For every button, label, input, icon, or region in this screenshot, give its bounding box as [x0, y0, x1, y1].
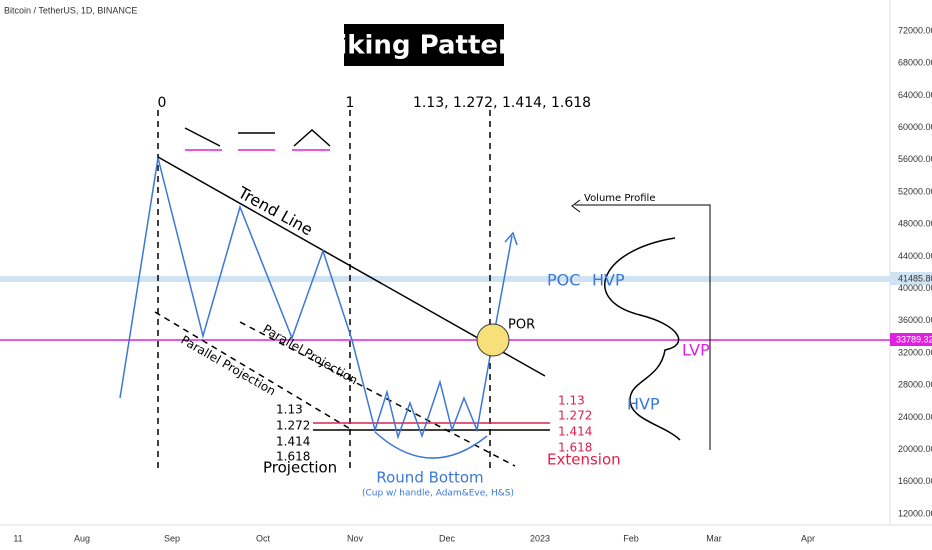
- lvp-tag: [890, 333, 932, 346]
- time-label: Feb: [623, 533, 639, 543]
- price-label: 68000.00: [898, 58, 932, 68]
- poc-price: 41485.80: [898, 273, 932, 283]
- label: 1.272: [276, 419, 310, 433]
- label: 0: [158, 95, 167, 111]
- label: 1.13: [558, 394, 585, 408]
- symbol: Bitcoin / TetherUS, 1D, BINANCE: [4, 5, 137, 15]
- title-box: [344, 24, 504, 66]
- arrow: [504, 231, 518, 246]
- label: 1.618: [558, 441, 592, 455]
- time-label: 11: [13, 533, 22, 543]
- por-circle: [476, 323, 510, 357]
- time-label: Dec: [439, 533, 456, 543]
- label: 1: [346, 95, 355, 111]
- price-label: 60000.00: [898, 122, 932, 132]
- verticals: [154, 110, 516, 470]
- price-path: [119, 157, 513, 440]
- label: Extension: [547, 451, 621, 469]
- time-label: Nov: [347, 533, 364, 543]
- label: 1.272: [558, 409, 592, 423]
- label: 1.414: [276, 435, 310, 449]
- poc-tag: [890, 272, 932, 285]
- price-label: 44000.00: [898, 251, 932, 261]
- price-label: 20000.00: [898, 444, 932, 454]
- price-label: 24000.00: [898, 412, 932, 422]
- poc-band: [0, 276, 890, 282]
- time-label: Aug: [74, 533, 90, 543]
- price-label: 56000.00: [898, 154, 932, 164]
- label: Round Bottom: [376, 469, 483, 487]
- volume-profile: [604, 237, 681, 441]
- label: (Cup w/ handle, Adam&Eve, H&S): [362, 489, 514, 499]
- label: POC: [547, 271, 580, 290]
- label: 1.13: [276, 403, 303, 417]
- label: 1.618: [276, 450, 310, 464]
- label: 1.13, 1.272, 1.414, 1.618: [413, 95, 591, 111]
- price-label: 48000.00: [898, 219, 932, 229]
- label: POR: [508, 318, 535, 333]
- time-label: Sep: [164, 533, 180, 543]
- label: Volume Profile: [584, 193, 655, 204]
- price-label: 28000.00: [898, 380, 932, 390]
- title: Viking Pattern: [319, 31, 530, 61]
- price-label: 52000.00: [898, 186, 932, 196]
- price-label: 36000.00: [898, 315, 932, 325]
- label: HVP: [592, 271, 625, 290]
- label: 1.414: [558, 425, 592, 439]
- time-label: Oct: [256, 533, 271, 543]
- lvp-price: 33789.32: [896, 334, 932, 344]
- vp-arrow: [571, 199, 581, 213]
- label: HVP: [627, 395, 660, 414]
- axes: 72000.00 68000.00 64000.00 60000.00 56000.00…: [13, 25, 932, 543]
- icons: [184, 127, 331, 151]
- label: LVP: [682, 341, 710, 360]
- label: Projection: [263, 459, 337, 477]
- price-label: 64000.00: [898, 90, 932, 100]
- price-label: 40000.00: [898, 283, 932, 293]
- price-label: 32000.00: [898, 347, 932, 357]
- price-label: 12000.00: [898, 508, 932, 518]
- time-label: Mar: [706, 533, 722, 543]
- time-label: 2023: [530, 533, 550, 543]
- price-label: 72000.00: [898, 25, 932, 35]
- round-bottom: [374, 431, 488, 459]
- price-label: 16000.00: [898, 476, 932, 486]
- vp-bracket: [575, 204, 711, 450]
- time-label: Apr: [801, 533, 815, 543]
